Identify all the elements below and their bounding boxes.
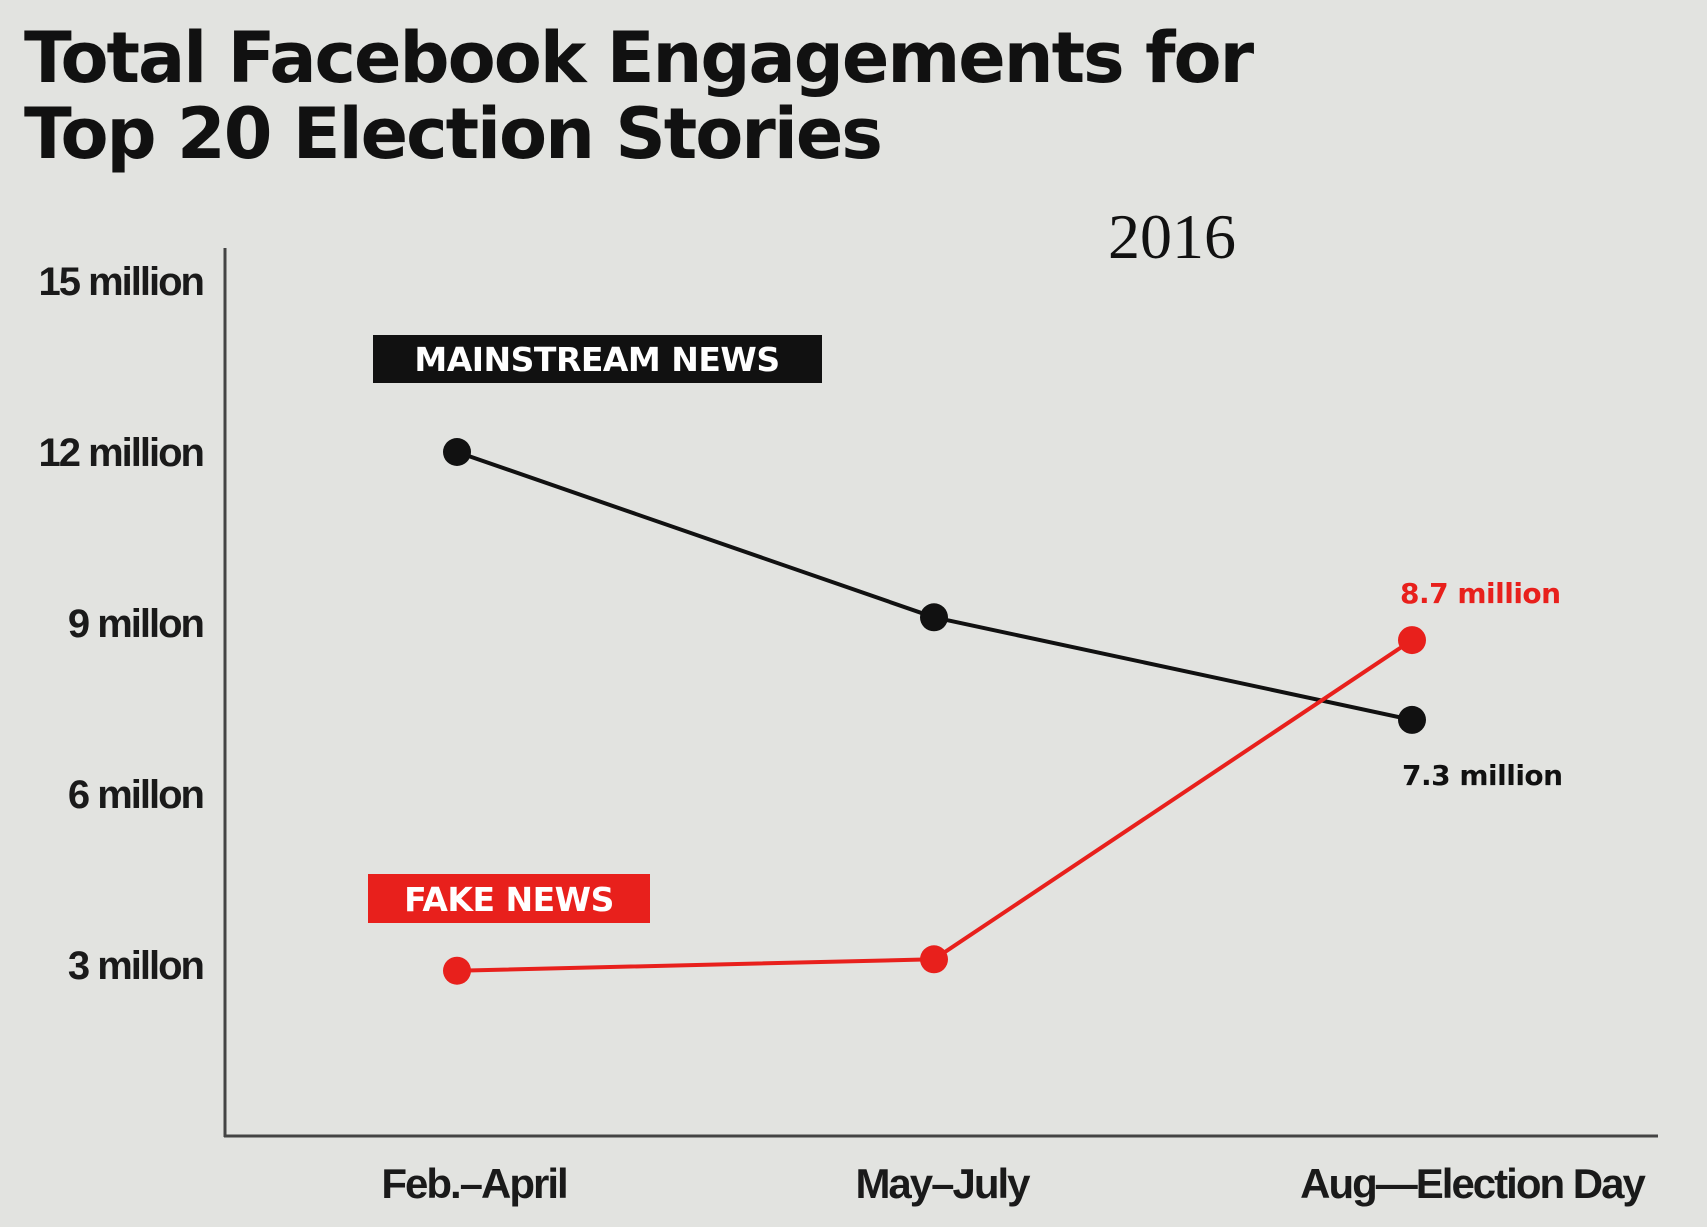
data-point-mainstream-news — [443, 438, 471, 466]
x-tick-label: Aug—Election Day — [1300, 1160, 1646, 1207]
x-tick-label: Feb.–April — [381, 1160, 566, 1207]
legend-label-mainstream-news: MAINSTREAM NEWS — [414, 340, 779, 379]
legend-box-mainstream-news — [373, 335, 822, 383]
legend-label-fake-news: FAKE NEWS — [404, 880, 614, 919]
y-tick-label: 15 million — [39, 260, 204, 304]
data-point-fake-news — [1398, 626, 1426, 655]
series-line-mainstream-news — [456, 450, 1413, 722]
data-point-fake-news — [920, 945, 948, 974]
data-label-mainstream-news: 7.3 million — [1402, 759, 1563, 792]
y-tick-label: 3 millon — [68, 944, 203, 988]
y-tick-label: 6 millon — [68, 773, 203, 817]
axes — [223, 248, 1658, 1138]
data-point-fake-news — [443, 956, 471, 985]
data-label-fake-news: 8.7 million — [1400, 577, 1561, 610]
series-layer: 7.3 million 8.7 million — [443, 438, 1563, 985]
chart-title-line-2: Top 20 Election Stories — [24, 93, 881, 175]
y-tick-label: 12 million — [39, 431, 204, 475]
legend-box-fake-news — [368, 874, 650, 923]
y-tick-label: 9 millon — [68, 602, 203, 646]
x-tick-label: May–July — [855, 1160, 1031, 1207]
y-ticks: 3 millon 6 millon 9 millon 12 million 15 mil… — [39, 260, 206, 988]
chart-title-line-1: Total Facebook Engagements for — [24, 17, 1255, 99]
legend-layer: MAINSTREAM NEWS FAKE NEWS — [368, 335, 822, 923]
data-point-mainstream-news — [1398, 705, 1426, 734]
data-point-mainstream-news — [920, 603, 948, 632]
x-ticks: Feb.–April May–July Aug—Election Day — [381, 1160, 1648, 1207]
chart-subtitle: 2016 — [1108, 201, 1236, 272]
